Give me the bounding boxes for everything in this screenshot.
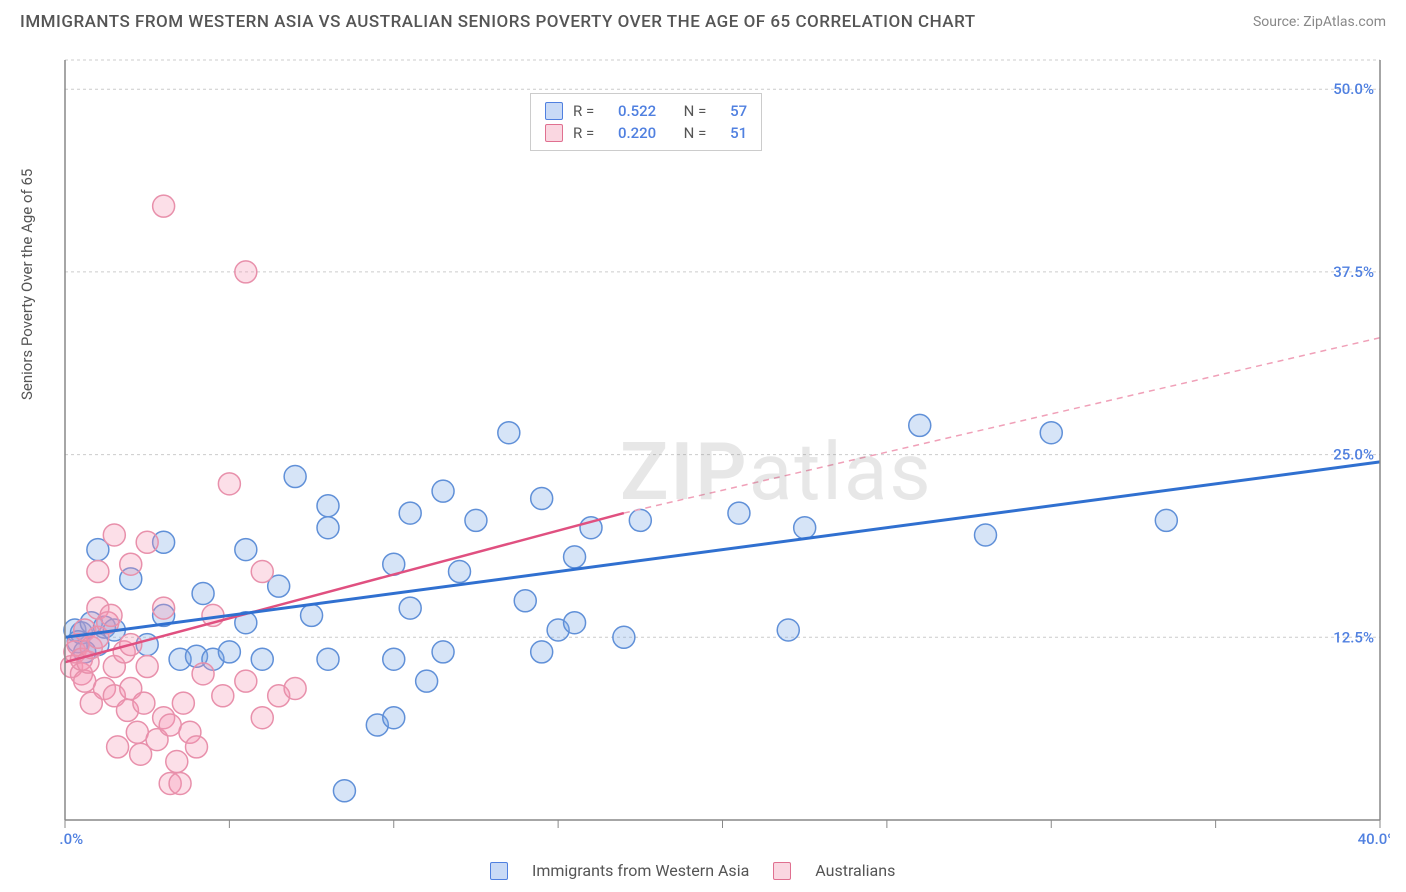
scatter-plot: 12.5% 25.0% 37.5% 50.0% 0.0% 40.0% bbox=[60, 45, 1390, 850]
svg-text:12.5%: 12.5% bbox=[1333, 628, 1374, 646]
legend-row-pink: R = 0.220 N = 51 bbox=[545, 122, 747, 144]
chart-title: IMMIGRANTS FROM WESTERN ASIA VS AUSTRALI… bbox=[20, 12, 976, 32]
svg-text:40.0%: 40.0% bbox=[1358, 830, 1390, 848]
svg-text:37.5%: 37.5% bbox=[1333, 263, 1374, 281]
chart-source: Source: ZipAtlas.com bbox=[1253, 14, 1386, 30]
y-axis-label: Seniors Poverty Over the Age of 65 bbox=[18, 169, 36, 400]
svg-text:25.0%: 25.0% bbox=[1333, 446, 1374, 464]
x-legend-label-0: Immigrants from Western Asia bbox=[532, 861, 749, 880]
svg-text:0.0%: 0.0% bbox=[60, 830, 83, 848]
svg-text:50.0%: 50.0% bbox=[1333, 80, 1374, 98]
x-legend-label-1: Australians bbox=[815, 861, 895, 880]
correlation-legend: R = 0.522 N = 57 R = 0.220 N = 51 bbox=[530, 93, 762, 151]
swatch-blue bbox=[545, 102, 563, 120]
legend-row-blue: R = 0.522 N = 57 bbox=[545, 100, 747, 122]
x-swatch-blue bbox=[490, 862, 508, 880]
x-legend: Immigrants from Western Asia Australians bbox=[490, 861, 895, 880]
swatch-pink bbox=[545, 124, 563, 142]
x-swatch-pink bbox=[773, 862, 791, 880]
chart-area: 12.5%25.0%37.5%50.0%0.0%40.0% ZIPatlas R… bbox=[60, 45, 1390, 850]
